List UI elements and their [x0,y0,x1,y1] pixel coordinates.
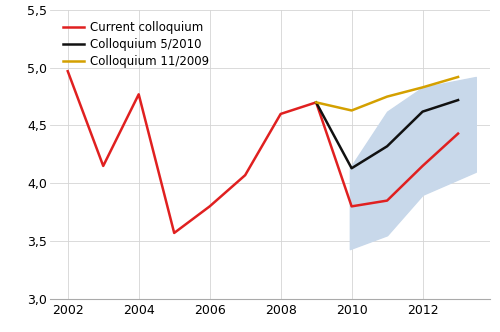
Legend: Current colloquium, Colloquium 5/2010, Colloquium 11/2009: Current colloquium, Colloquium 5/2010, C… [60,19,212,71]
